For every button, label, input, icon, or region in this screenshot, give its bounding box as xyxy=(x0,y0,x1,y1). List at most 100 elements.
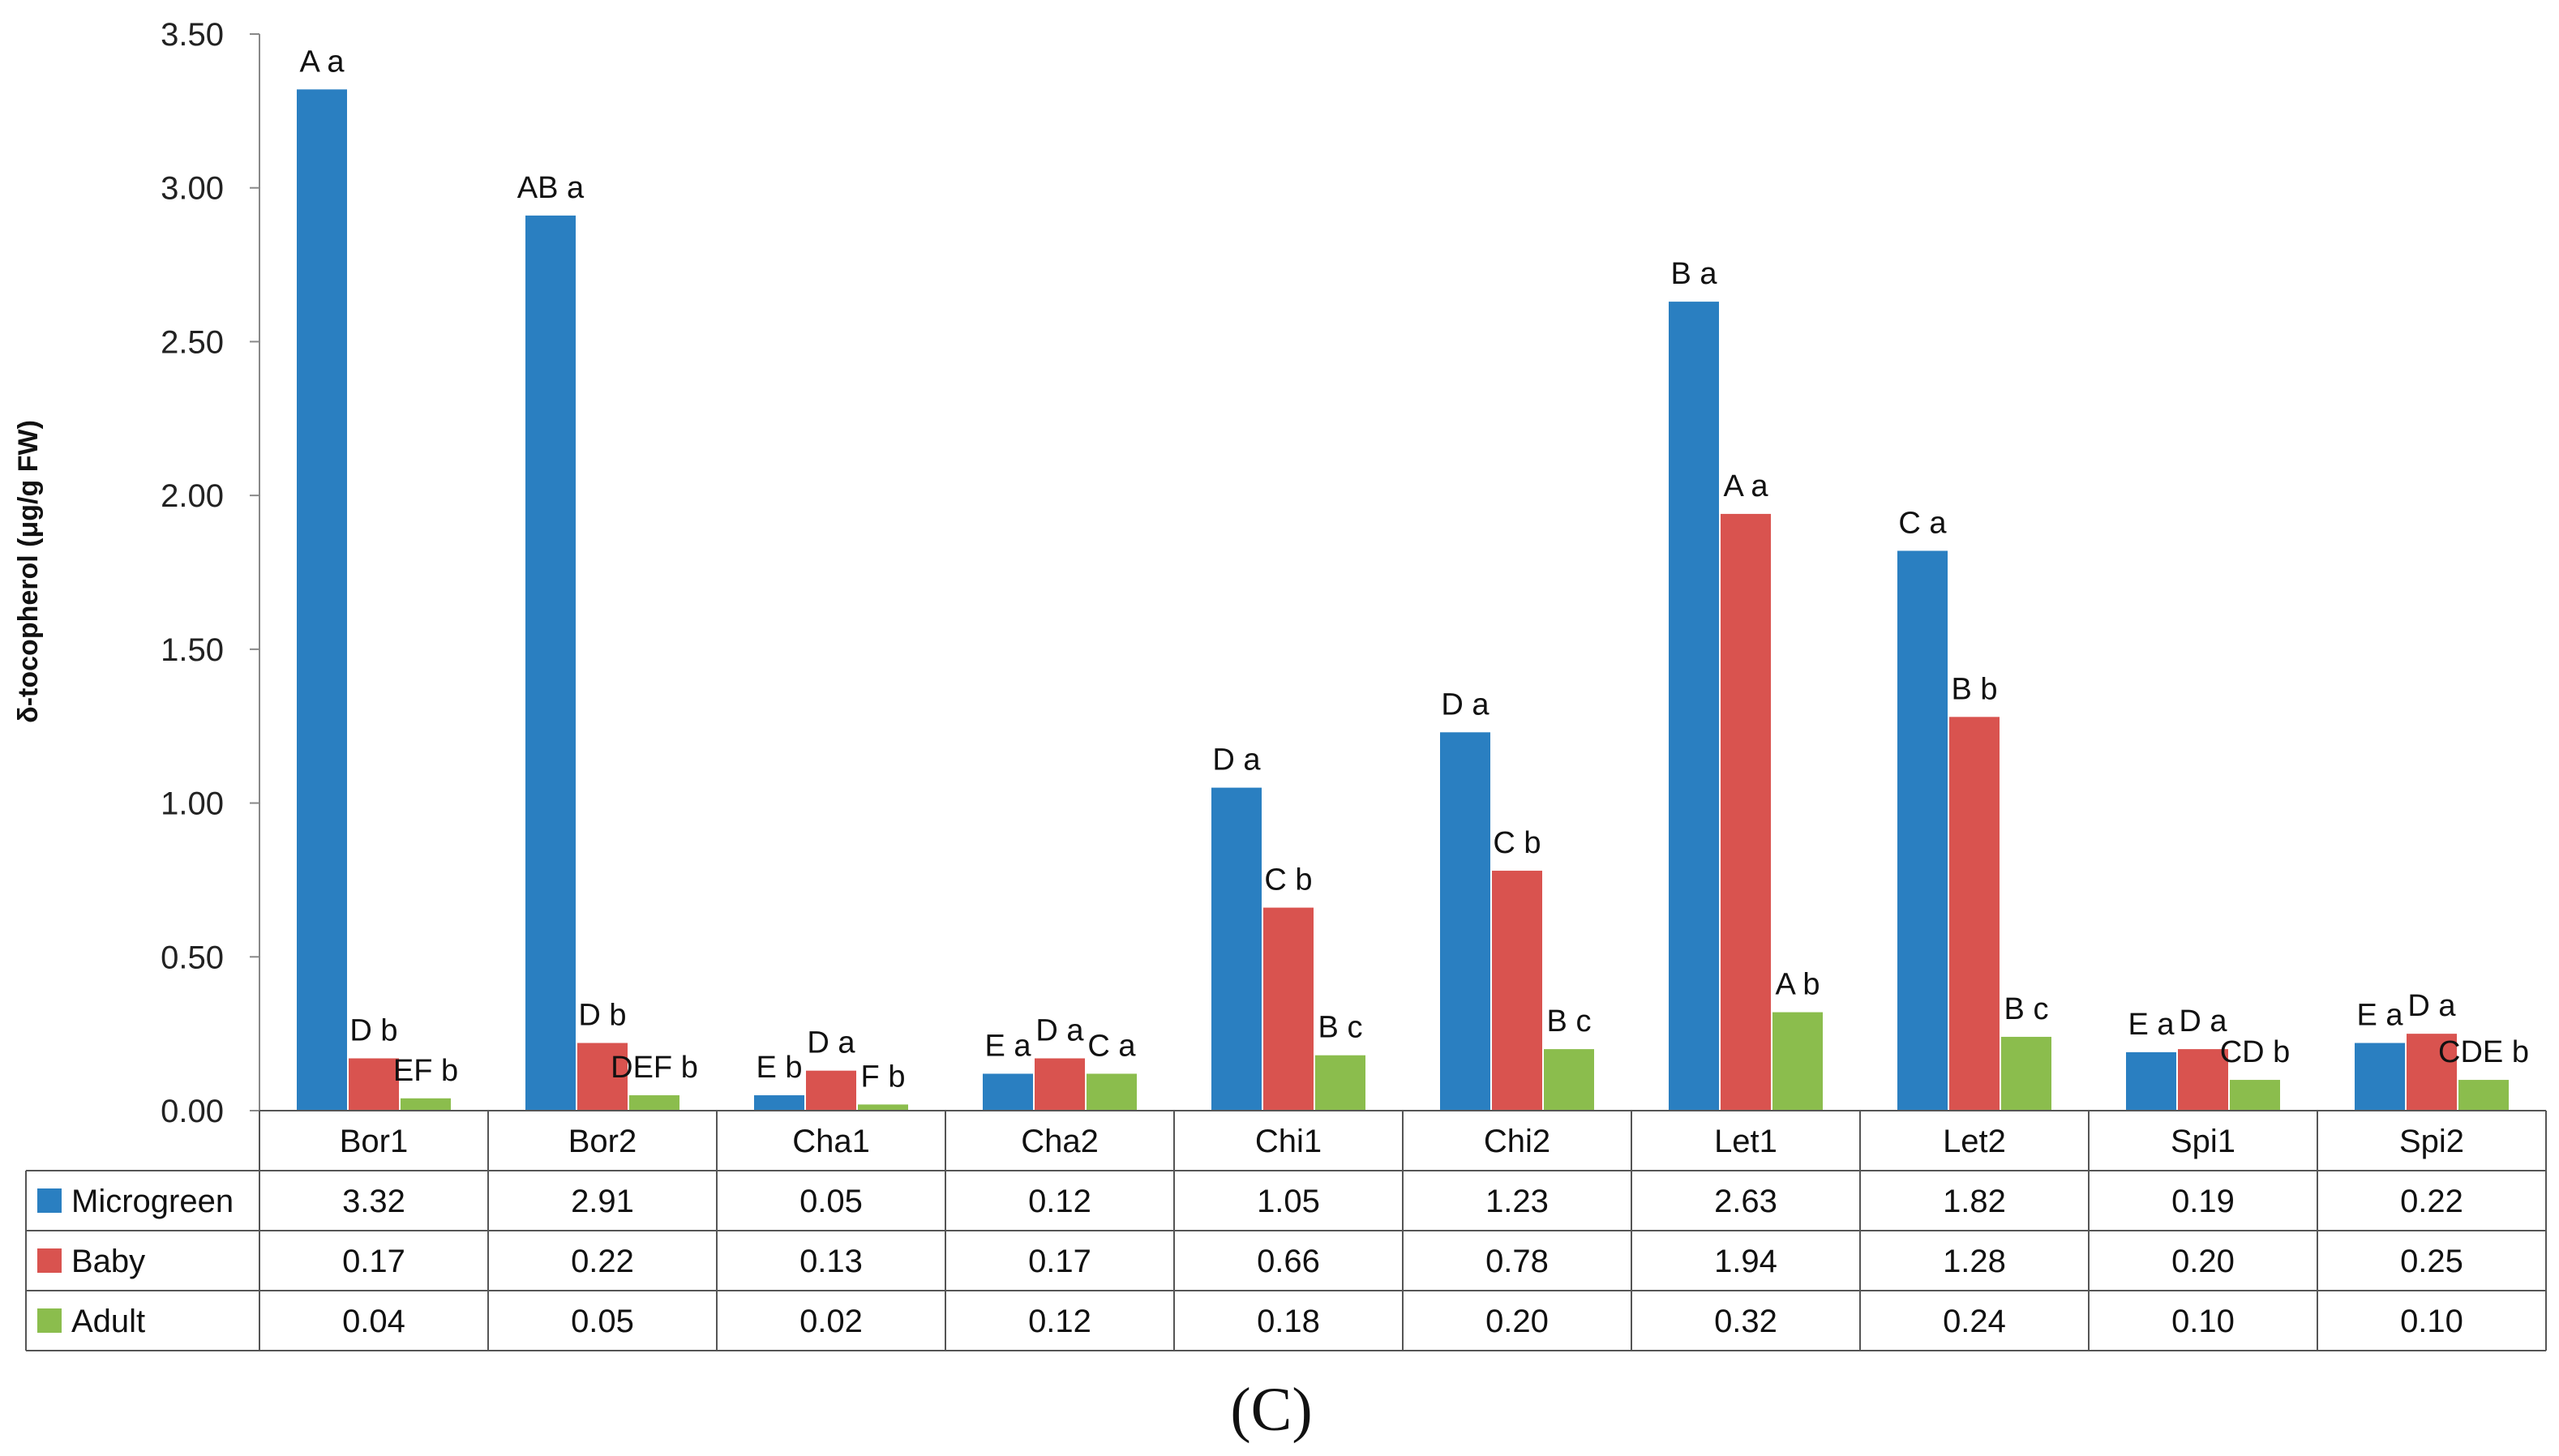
bar-significance-label: E a xyxy=(2356,999,2403,1033)
bar-significance-label: C b xyxy=(1264,863,1312,897)
bar-significance-label: CDE b xyxy=(2438,1035,2529,1069)
table-cell: 0.13 xyxy=(799,1244,863,1279)
bar-adult-bor1 xyxy=(401,1098,451,1111)
bar-significance-label: C b xyxy=(1493,826,1541,860)
table-cell: 0.22 xyxy=(571,1244,634,1279)
y-tick-label: 2.00 xyxy=(161,478,224,514)
x-category-label: Spi2 xyxy=(2399,1124,2464,1159)
bar-baby-chi2 xyxy=(1492,871,1542,1111)
table-cell: 0.18 xyxy=(1257,1304,1320,1339)
legend-swatch-baby xyxy=(37,1248,62,1273)
bar-significance-label: B c xyxy=(2004,992,2049,1026)
table-cell: 0.22 xyxy=(2400,1184,2463,1219)
table-cell: 0.17 xyxy=(1028,1244,1091,1279)
bar-significance-label: B b xyxy=(1951,672,1997,706)
bar-microgreen-bor1 xyxy=(297,89,347,1111)
legend-label-microgreen: Microgreen xyxy=(71,1184,234,1219)
bar-significance-label: A b xyxy=(1776,968,1820,1002)
table-cell: 0.05 xyxy=(571,1304,634,1339)
table-cell: 0.12 xyxy=(1028,1184,1091,1219)
bar-baby-let2 xyxy=(1949,717,2000,1111)
x-category-label: Let2 xyxy=(1943,1124,2006,1159)
bar-significance-label: CD b xyxy=(2220,1035,2291,1069)
bar-baby-cha2 xyxy=(1035,1058,1085,1111)
bar-adult-chi1 xyxy=(1315,1055,1365,1111)
y-tick-label: 1.50 xyxy=(161,632,224,668)
legend-label-baby: Baby xyxy=(71,1244,145,1279)
bar-baby-let1 xyxy=(1721,513,1771,1111)
table-cell: 0.12 xyxy=(1028,1304,1091,1339)
x-category-label: Chi1 xyxy=(1255,1124,1322,1159)
bar-adult-let2 xyxy=(2001,1036,2051,1111)
bar-significance-label: B c xyxy=(1318,1011,1363,1045)
bar-significance-label: D a xyxy=(2407,989,2456,1023)
bar-significance-label: D b xyxy=(578,999,626,1033)
bar-microgreen-chi1 xyxy=(1211,787,1262,1111)
bar-baby-cha1 xyxy=(806,1070,856,1111)
bar-significance-label: D a xyxy=(807,1026,855,1060)
table-cell: 0.10 xyxy=(2400,1304,2463,1339)
bar-microgreen-spi1 xyxy=(2126,1051,2176,1111)
x-category-label: Cha2 xyxy=(1021,1124,1099,1159)
y-tick-label: 3.00 xyxy=(161,171,224,207)
bar-adult-spi2 xyxy=(2458,1080,2509,1111)
bar-significance-label: A a xyxy=(1724,469,1769,503)
x-category-label: Bor2 xyxy=(568,1124,637,1159)
bar-microgreen-chi2 xyxy=(1440,732,1490,1111)
figure-caption: (C) xyxy=(1230,1376,1312,1444)
bar-adult-cha2 xyxy=(1087,1073,1137,1111)
table-cell: 0.10 xyxy=(2171,1304,2235,1339)
legend-label-adult: Adult xyxy=(71,1304,145,1339)
bar-significance-label: AB a xyxy=(517,171,585,205)
bar-significance-label: E a xyxy=(2128,1008,2175,1042)
bar-microgreen-cha1 xyxy=(754,1095,804,1111)
y-axis-title: δ-tocopherol (μg/g FW) xyxy=(13,420,44,723)
table-cell: 0.02 xyxy=(799,1304,863,1339)
table-cell: 0.32 xyxy=(1714,1304,1777,1339)
bar-significance-label: B a xyxy=(1670,257,1717,291)
table-cell: 2.63 xyxy=(1714,1184,1777,1219)
bar-baby-chi1 xyxy=(1263,907,1314,1111)
y-tick-label: 0.50 xyxy=(161,940,224,975)
bar-significance-label: E a xyxy=(984,1029,1031,1063)
y-tick-label: 1.00 xyxy=(161,786,224,822)
bar-adult-chi2 xyxy=(1544,1049,1594,1111)
bar-microgreen-cha2 xyxy=(983,1073,1033,1111)
bar-microgreen-bor2 xyxy=(525,215,576,1111)
x-category-label: Spi1 xyxy=(2171,1124,2235,1159)
x-category-label: Bor1 xyxy=(340,1124,409,1159)
bar-adult-spi1 xyxy=(2230,1080,2280,1111)
bar-microgreen-spi2 xyxy=(2355,1043,2405,1111)
bar-significance-label: F b xyxy=(861,1060,906,1094)
legend-swatch-adult xyxy=(37,1308,62,1333)
table-cell: 3.32 xyxy=(342,1184,405,1219)
bar-significance-label: E b xyxy=(756,1051,802,1085)
bar-significance-label: D b xyxy=(349,1013,397,1047)
table-cell: 0.05 xyxy=(799,1184,863,1219)
y-tick-label: 2.50 xyxy=(161,324,224,360)
x-category-label: Chi2 xyxy=(1484,1124,1550,1159)
table-cell: 0.20 xyxy=(2171,1244,2235,1279)
bar-significance-label: DEF b xyxy=(611,1051,698,1085)
bar-significance-label: D a xyxy=(1212,743,1261,777)
bar-microgreen-let2 xyxy=(1897,550,1948,1111)
table-cell: 1.94 xyxy=(1714,1244,1777,1279)
bar-significance-label: D a xyxy=(2179,1004,2227,1038)
table-cell: 1.05 xyxy=(1257,1184,1320,1219)
x-category-label: Let1 xyxy=(1714,1124,1777,1159)
bar-significance-label: D a xyxy=(1035,1013,1084,1047)
bar-significance-label: D a xyxy=(1441,687,1490,722)
table-cell: 0.24 xyxy=(1943,1304,2006,1339)
legend-swatch-microgreen xyxy=(37,1188,62,1213)
bar-significance-label: B c xyxy=(1547,1004,1592,1038)
bar-baby-bor1 xyxy=(349,1058,399,1111)
table-cell: 2.91 xyxy=(571,1184,634,1219)
table-cell: 1.23 xyxy=(1485,1184,1549,1219)
bar-adult-cha1 xyxy=(858,1104,908,1111)
table-cell: 1.82 xyxy=(1943,1184,2006,1219)
table-cell: 0.17 xyxy=(342,1244,405,1279)
bar-baby-spi1 xyxy=(2178,1049,2228,1111)
table-cell: 0.04 xyxy=(342,1304,405,1339)
bar-microgreen-let1 xyxy=(1669,302,1719,1111)
bar-significance-label: EF b xyxy=(393,1054,458,1088)
